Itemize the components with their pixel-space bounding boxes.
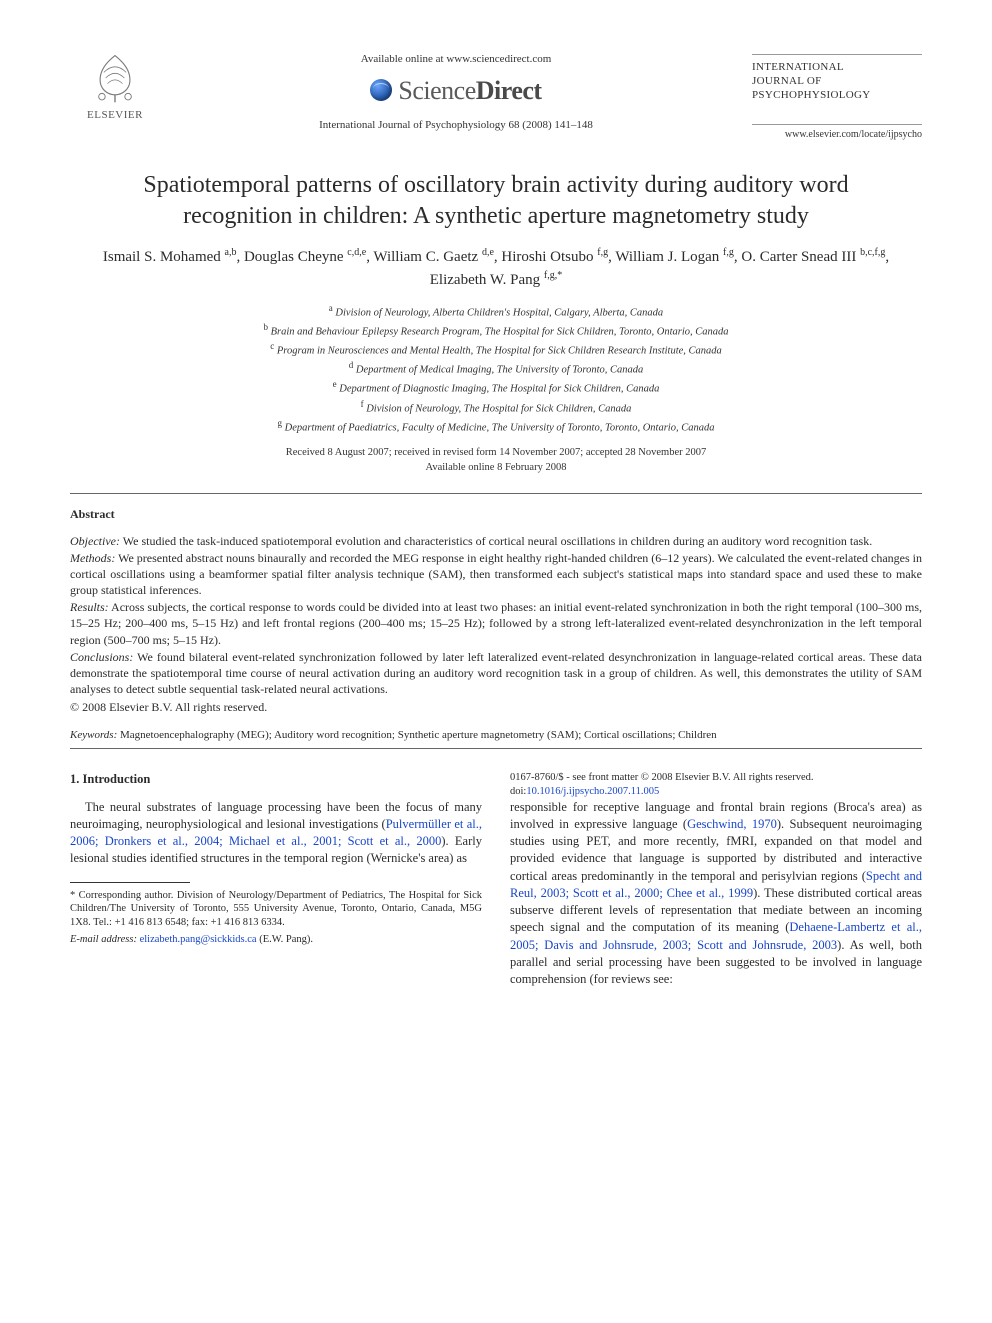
- corresponding-email-line: E-mail address: elizabeth.pang@sickkids.…: [70, 933, 482, 947]
- corresponding-author-note: * Corresponding author. Division of Neur…: [70, 889, 482, 930]
- article-citation: International Journal of Psychophysiolog…: [160, 118, 752, 133]
- sciencedirect-wordmark: ScienceDirect: [398, 73, 541, 108]
- front-matter-footer: 0167-8760/$ - see front matter © 2008 El…: [510, 771, 922, 798]
- footnote-divider: [70, 882, 190, 883]
- intro-heading: 1. Introduction: [70, 771, 482, 788]
- abstract-methods: Methods: We presented abstract nouns bin…: [70, 550, 922, 599]
- divider: [70, 748, 922, 749]
- journal-name: INTERNATIONAL JOURNAL OF PSYCHOPHYSIOLOG…: [752, 61, 922, 102]
- article-dates: Received 8 August 2007; received in revi…: [70, 446, 922, 475]
- available-online-line: Available online at www.sciencedirect.co…: [160, 52, 752, 67]
- divider: [70, 493, 922, 494]
- body-columns: 1. Introduction The neural substrates of…: [70, 771, 922, 988]
- sciencedirect-logo: ScienceDirect: [160, 73, 752, 108]
- abstract-objective: Objective: We studied the task-induced s…: [70, 533, 922, 549]
- abstract-copyright: © 2008 Elsevier B.V. All rights reserved…: [70, 699, 922, 715]
- affiliations: a Division of Neurology, Alberta Childre…: [70, 302, 922, 436]
- publisher-logo-block: ELSEVIER: [70, 50, 160, 123]
- article-title: Spatiotemporal patterns of oscillatory b…: [100, 170, 892, 232]
- keywords-line: Keywords: Magnetoencephalography (MEG); …: [70, 728, 922, 743]
- abstract-results: Results: Across subjects, the cortical r…: [70, 599, 922, 648]
- journal-url: www.elsevier.com/locate/ijpsycho: [752, 124, 922, 142]
- publisher-name: ELSEVIER: [87, 108, 143, 123]
- email-link[interactable]: elizabeth.pang@sickkids.ca: [140, 934, 257, 945]
- intro-para-continued: responsible for receptive language and f…: [510, 799, 922, 989]
- sciencedirect-ball-icon: [370, 79, 392, 101]
- elsevier-tree-icon: [87, 50, 143, 106]
- page-header: ELSEVIER Available online at www.science…: [70, 50, 922, 142]
- abstract-conclusions: Conclusions: We found bilateral event-re…: [70, 649, 922, 698]
- header-center: Available online at www.sciencedirect.co…: [160, 50, 752, 133]
- authors-line: Ismail S. Mohamed a,b, Douglas Cheyne c,…: [90, 246, 902, 292]
- front-matter-line: 0167-8760/$ - see front matter © 2008 El…: [510, 771, 922, 785]
- intro-para-1: The neural substrates of language proces…: [70, 799, 482, 868]
- doi-link[interactable]: 10.1016/j.ijpsycho.2007.11.005: [526, 786, 659, 797]
- journal-title-block: INTERNATIONAL JOURNAL OF PSYCHOPHYSIOLOG…: [752, 50, 922, 142]
- doi-line: doi:10.1016/j.ijpsycho.2007.11.005: [510, 785, 922, 799]
- citation-link[interactable]: Geschwind, 1970: [687, 817, 777, 831]
- abstract-heading: Abstract: [70, 506, 922, 522]
- abstract-section: Abstract Objective: We studied the task-…: [70, 506, 922, 715]
